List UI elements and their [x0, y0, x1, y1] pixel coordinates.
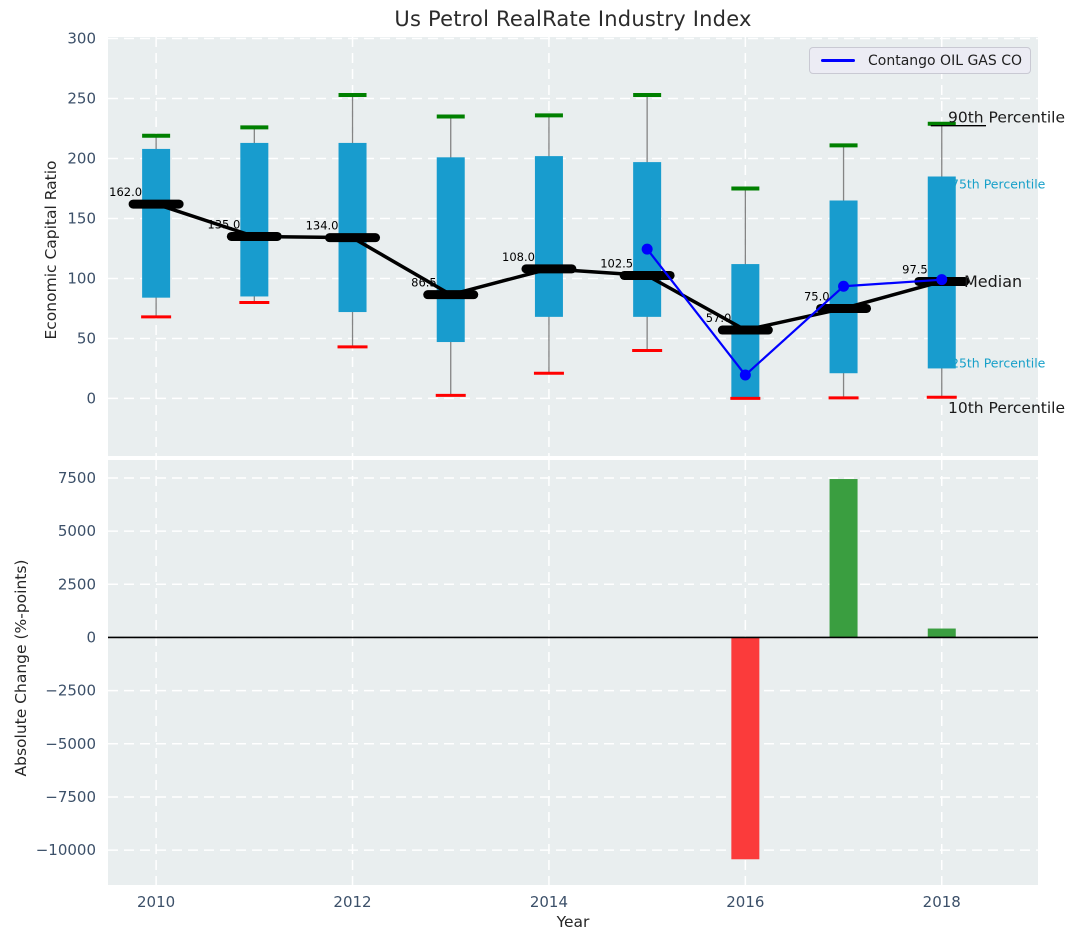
change-bar-2018: [927, 628, 956, 638]
top-ytick-0: 0: [86, 389, 96, 407]
iqr-box: [927, 176, 956, 369]
median-value-label-2015: 102.5: [600, 256, 633, 270]
annotation-median: Median: [964, 272, 1022, 291]
top-ytick-100: 100: [67, 269, 96, 287]
annotation-90th-percentile: 90th Percentile: [948, 109, 1065, 127]
percentile-box-2013: [435, 114, 466, 397]
annotation-10th-percentile: 10th Percentile: [948, 399, 1065, 417]
bottom-ytick--2500: −2500: [45, 682, 96, 700]
bottom-ytick-2500: 2500: [58, 575, 96, 593]
top-axes: 162.0 135.0 134.0 86.5 108.0 102.5 57.0 75.0 97.…: [67, 30, 1065, 456]
median-value-label-2016: 57.0: [706, 311, 732, 325]
chart-title: Us Petrol RealRate Industry Index: [394, 7, 752, 31]
top-ytick-200: 200: [67, 150, 96, 168]
median-value-label-2010: 162.0: [109, 185, 142, 199]
xtick-2018: 2018: [923, 893, 961, 911]
company-point-2017: [838, 280, 850, 292]
median-value-label-2011: 135.0: [207, 217, 240, 231]
iqr-box: [142, 148, 171, 298]
company-point-2018: [936, 274, 948, 286]
percentile-box-2010: [141, 133, 172, 319]
bottom-plot-area: [108, 460, 1038, 885]
percentile-box-2011: [239, 125, 270, 304]
legend-line-sample-icon: [821, 59, 855, 62]
iqr-box: [436, 157, 465, 343]
bottom-ytick--5000: −5000: [45, 735, 96, 753]
percentile-box-2014: [533, 113, 564, 375]
percentile-box-2015: [632, 92, 663, 352]
iqr-box: [338, 142, 367, 313]
company-point-2015: [641, 243, 653, 255]
company-point-2016: [739, 369, 751, 381]
legend-label: Contango OIL GAS CO: [868, 52, 1023, 69]
annotation-25th-percentile: 25th Percentile: [951, 355, 1046, 370]
median-value-label-2014: 108.0: [502, 250, 535, 264]
legend: Contango OIL GAS CO: [809, 47, 1031, 74]
iqr-box: [240, 142, 269, 297]
top-ytick-300: 300: [67, 30, 96, 48]
top-y-axis-label: Economic Capital Ratio: [42, 160, 60, 340]
bottom-ytick--7500: −7500: [45, 788, 96, 806]
xtick-2016: 2016: [726, 893, 764, 911]
median-value-label-2018: 97.5: [902, 262, 928, 276]
annotation-75th-percentile: 75th Percentile: [951, 177, 1046, 192]
bottom-ytick--10000: −10000: [36, 841, 96, 859]
top-ytick-250: 250: [67, 90, 96, 108]
bottom-axes: 7500 5000 2500 0 −2500 −5000 −7500 −10000 2010 20…: [36, 460, 1038, 911]
bottom-ytick-5000: 5000: [58, 522, 96, 540]
bottom-ytick-0: 0: [86, 628, 96, 646]
median-value-label-2017: 75.0: [804, 289, 830, 303]
xtick-2010: 2010: [137, 893, 175, 911]
bottom-ytick-7500: 7500: [58, 469, 96, 487]
iqr-box: [534, 156, 563, 317]
top-ytick-50: 50: [77, 329, 96, 347]
xtick-2014: 2014: [530, 893, 568, 911]
x-axis-label: Year: [556, 913, 590, 931]
bottom-y-axis-label: Absolute Change (%-points): [12, 559, 30, 777]
top-ytick-150: 150: [67, 209, 96, 227]
median-value-label-2013: 86.5: [411, 276, 437, 290]
percentile-box-2012: [337, 92, 368, 349]
change-bar-2017: [829, 479, 858, 638]
xtick-2012: 2012: [333, 893, 371, 911]
iqr-box: [633, 162, 662, 317]
change-bar-2016: [731, 637, 760, 860]
company-line: [646, 248, 942, 377]
median-value-label-2012: 134.0: [306, 219, 339, 233]
percentile-box-2018: [926, 121, 957, 399]
